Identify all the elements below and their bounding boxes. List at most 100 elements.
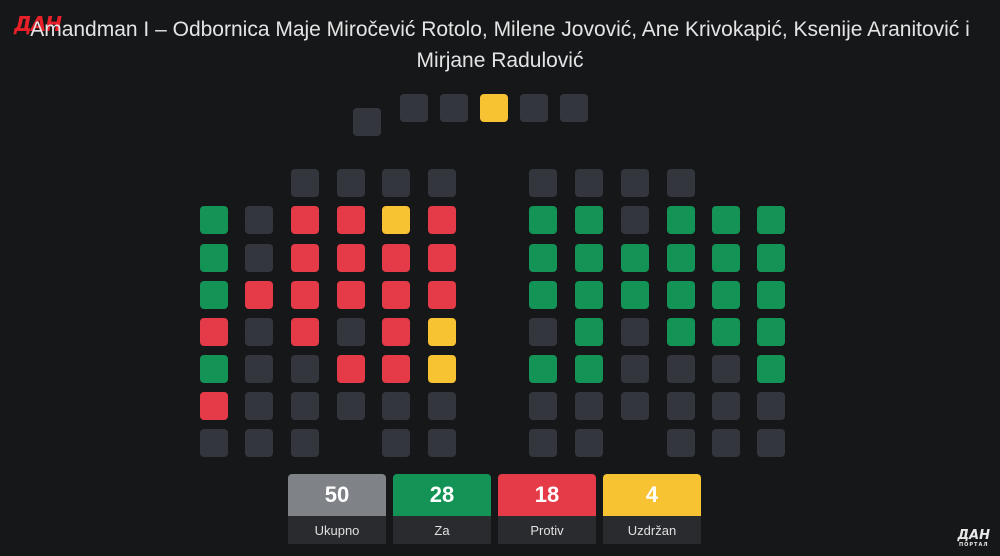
left-seat-uzdrzan: [428, 318, 456, 346]
right-seat-za: [529, 355, 557, 383]
stat-ukupno-value: 50: [288, 474, 386, 516]
stat-uzdrzan-label: Uzdržan: [603, 516, 701, 544]
left-seat-empty: [245, 429, 273, 457]
right-seat-za: [575, 355, 603, 383]
stat-za-value: 28: [393, 474, 491, 516]
presidium-seat-uzdrzan: [480, 94, 508, 122]
stat-protiv-value: 18: [498, 474, 596, 516]
left-seat-empty: [337, 169, 365, 197]
left-seat-protiv: [200, 318, 228, 346]
right-seat-za: [757, 355, 785, 383]
right-seat-empty: [621, 355, 649, 383]
left-seat-protiv: [428, 281, 456, 309]
right-seat-za: [529, 206, 557, 234]
title-line-2: Mirjane Radulović: [416, 49, 584, 72]
left-seat-protiv: [337, 244, 365, 272]
right-seat-empty: [667, 169, 695, 197]
right-seat-za: [621, 244, 649, 272]
left-seat-empty: [428, 392, 456, 420]
right-seat-empty: [757, 392, 785, 420]
left-seat-empty: [245, 206, 273, 234]
left-seat-protiv: [245, 281, 273, 309]
right-seat-za: [712, 244, 740, 272]
left-seat-protiv: [337, 355, 365, 383]
left-seat-protiv: [382, 318, 410, 346]
right-seat-za: [712, 281, 740, 309]
right-seat-za: [712, 206, 740, 234]
dan-logo: ДАН: [14, 12, 62, 36]
left-seat-uzdrzan: [382, 206, 410, 234]
left-seat-protiv: [382, 244, 410, 272]
right-seat-empty: [712, 429, 740, 457]
right-seat-empty: [667, 392, 695, 420]
left-seat-empty: [428, 169, 456, 197]
right-seat-za: [667, 318, 695, 346]
left-seat-empty: [245, 318, 273, 346]
left-seat-protiv: [428, 244, 456, 272]
right-seat-za: [667, 206, 695, 234]
left-seat-empty: [337, 318, 365, 346]
right-seat-empty: [712, 355, 740, 383]
left-seat-empty: [337, 392, 365, 420]
dan-portal-logo-subtext: ПОРТАЛ: [958, 542, 989, 548]
page-title: Amandman I – Odbornica Maje Miročević Ro…: [0, 14, 1000, 76]
left-seat-protiv: [428, 206, 456, 234]
right-seat-empty: [529, 318, 557, 346]
right-seat-za: [529, 281, 557, 309]
stat-za: 28 Za: [393, 474, 491, 544]
dan-portal-logo-text: ДАН: [957, 528, 990, 543]
right-seat-za: [575, 206, 603, 234]
left-seat-za: [200, 281, 228, 309]
presidium-seat-empty: [560, 94, 588, 122]
left-seat-empty: [291, 392, 319, 420]
left-seat-protiv: [291, 281, 319, 309]
stat-uzdrzan: 4 Uzdržan: [603, 474, 701, 544]
stat-za-label: Za: [393, 516, 491, 544]
right-seat-empty: [621, 392, 649, 420]
right-seat-empty: [621, 206, 649, 234]
right-seat-za: [575, 318, 603, 346]
left-seat-empty: [428, 429, 456, 457]
left-seat-protiv: [291, 244, 319, 272]
right-seat-empty: [529, 429, 557, 457]
right-seat-za: [667, 244, 695, 272]
left-seat-protiv: [337, 281, 365, 309]
right-seat-empty: [529, 392, 557, 420]
right-seat-za: [575, 281, 603, 309]
right-seat-za: [712, 318, 740, 346]
right-seat-za: [757, 318, 785, 346]
dan-portal-logo: ДАН ПОРТАЛ: [957, 528, 990, 548]
left-seat-protiv: [291, 318, 319, 346]
left-seat-empty: [291, 429, 319, 457]
presidium-seat-empty: [440, 94, 468, 122]
left-seat-za: [200, 244, 228, 272]
right-seat-empty: [667, 355, 695, 383]
right-seat-za: [621, 281, 649, 309]
left-seat-empty: [245, 392, 273, 420]
stat-ukupno-label: Ukupno: [288, 516, 386, 544]
stat-protiv: 18 Protiv: [498, 474, 596, 544]
right-seat-empty: [621, 169, 649, 197]
right-seat-za: [529, 244, 557, 272]
left-seat-za: [200, 206, 228, 234]
speaker-seat-empty: [353, 108, 381, 136]
right-seat-empty: [712, 392, 740, 420]
stat-uzdrzan-value: 4: [603, 474, 701, 516]
presidium-seat-empty: [520, 94, 548, 122]
right-seat-empty: [575, 429, 603, 457]
right-seat-empty: [667, 429, 695, 457]
left-seat-uzdrzan: [428, 355, 456, 383]
presidium-seat-empty: [400, 94, 428, 122]
left-seat-protiv: [291, 206, 319, 234]
right-seat-za: [757, 281, 785, 309]
stat-ukupno: 50 Ukupno: [288, 474, 386, 544]
right-seat-empty: [529, 169, 557, 197]
right-seat-empty: [575, 392, 603, 420]
right-seat-za: [575, 244, 603, 272]
right-seat-za: [757, 244, 785, 272]
left-seat-protiv: [200, 392, 228, 420]
right-seat-empty: [757, 429, 785, 457]
left-seat-empty: [382, 169, 410, 197]
right-seat-za: [757, 206, 785, 234]
left-seat-empty: [200, 429, 228, 457]
